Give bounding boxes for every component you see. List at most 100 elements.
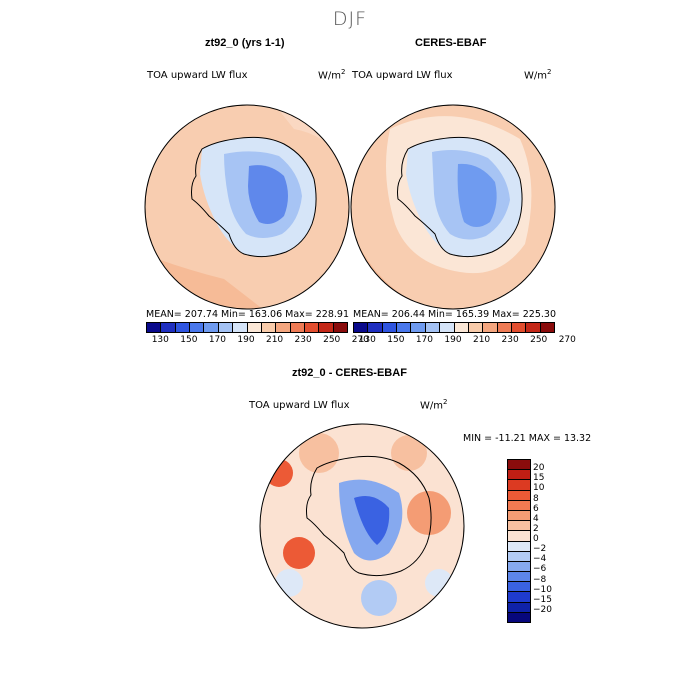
model-colorbar [146, 322, 348, 333]
colorbar-cell [425, 323, 441, 332]
colorbar-cell [508, 460, 530, 471]
colorbar-cell [304, 323, 320, 332]
colorbar-cell [218, 323, 234, 332]
colorbar-cell [276, 323, 291, 332]
colorbar-tick-label: 15 [533, 473, 545, 484]
colorbar-cell [508, 602, 530, 613]
obs-stats: MEAN= 206.44 Min= 165.39 Max= 225.30 [353, 309, 557, 320]
colorbar-tick-label: 150 [387, 335, 405, 345]
colorbar-cell [382, 323, 398, 332]
colorbar-cell [397, 323, 412, 332]
colorbar-tick-label: 0 [533, 534, 539, 544]
colorbar-cell [190, 323, 205, 332]
colorbar-tick-label: 230 [294, 335, 312, 345]
colorbar-cell [508, 592, 530, 603]
colorbar-tick-label: 170 [208, 335, 227, 345]
colorbar-cell [497, 323, 512, 332]
obs-map-border [350, 104, 556, 310]
colorbar-cell [290, 323, 305, 332]
diff-warm-patch-3 [407, 491, 451, 535]
colorbar-cell [508, 531, 530, 542]
model-variable-label: TOA upward LW flux [147, 70, 248, 81]
colorbar-cell [368, 323, 383, 332]
diff-warm-patch-2 [283, 537, 315, 569]
colorbar-cell [468, 323, 484, 332]
colorbar-tick-label: 270 [558, 335, 576, 345]
colorbar-cell [161, 323, 176, 332]
diff-map-border [259, 423, 465, 629]
obs-colorbar [353, 322, 555, 333]
diff-colorbar-ticks: 20 15 10 8 6 4 2 0 −2 −4 −6 −8 −10 −15 −20 [533, 459, 573, 621]
diff-variable-label: TOA upward LW flux [249, 400, 350, 411]
colorbar-tick-label: 4 [533, 513, 539, 524]
diff-colorbar [507, 459, 531, 623]
colorbar-tick-label: 190 [444, 335, 462, 345]
colorbar-cell [354, 323, 369, 332]
colorbar-cell [319, 323, 334, 332]
diff-coastline [306, 455, 432, 577]
colorbar-cell [454, 323, 469, 332]
model-polar-map [144, 104, 350, 310]
season-title: DJF [332, 8, 368, 30]
colorbar-cell [483, 323, 498, 332]
colorbar-tick-label: 20 [533, 463, 545, 474]
colorbar-cell [511, 323, 527, 332]
colorbar-tick-label: 230 [501, 335, 519, 345]
colorbar-cell [508, 470, 530, 481]
obs-continent-core [457, 163, 497, 227]
colorbar-cell [147, 323, 162, 332]
diff-warm-patch-5 [391, 435, 427, 471]
colorbar-tick-label: −6 [533, 564, 547, 575]
model-map-border [144, 104, 350, 310]
colorbar-tick-label: 170 [415, 335, 434, 345]
colorbar-tick-label: −2 [533, 544, 547, 555]
colorbar-tick-label: −10 [533, 584, 552, 595]
model-stats: MEAN= 207.74 Min= 163.06 Max= 228.91 [146, 309, 350, 320]
colorbar-cell [508, 521, 530, 532]
obs-units-label: W/m2 [524, 68, 552, 82]
colorbar-tick-label: 130 [358, 335, 376, 345]
colorbar-cell [508, 572, 530, 583]
colorbar-cell [261, 323, 277, 332]
colorbar-cell [508, 490, 530, 501]
model-coastline [191, 136, 317, 258]
diff-continent-core [354, 495, 390, 545]
colorbar-tick-label: 190 [237, 335, 255, 345]
colorbar-cell [333, 323, 348, 332]
colorbar-cell [508, 480, 530, 491]
colorbar-cell [247, 323, 262, 332]
obs-coastline [397, 136, 523, 258]
colorbar-cell [508, 582, 530, 593]
obs-panel-title: CERES-EBAF [415, 37, 487, 49]
colorbar-tick-label: −20 [533, 604, 552, 615]
colorbar-cell [508, 551, 530, 562]
colorbar-tick-label: 8 [533, 493, 539, 504]
colorbar-cell [508, 561, 530, 573]
colorbar-cell [508, 510, 530, 522]
diff-units-label: W/m2 [420, 398, 448, 412]
colorbar-tick-label: −8 [533, 574, 547, 585]
colorbar-cell [233, 323, 248, 332]
colorbar-cell [508, 541, 530, 552]
model-continent-core [248, 165, 288, 224]
colorbar-tick-label: 270 [351, 335, 369, 345]
diff-stats: MIN = -11.21 MAX = 13.32 [463, 433, 592, 444]
colorbar-cell [411, 323, 426, 332]
colorbar-cell [508, 612, 530, 622]
obs-polar-map [350, 104, 556, 310]
obs-variable-label: TOA upward LW flux [352, 70, 453, 81]
colorbar-tick-label: −15 [533, 594, 552, 605]
colorbar-tick-label: 210 [472, 335, 491, 345]
colorbar-cell [508, 500, 530, 511]
colorbar-tick-label: 250 [530, 335, 548, 345]
colorbar-cell [175, 323, 191, 332]
diff-polar-map [259, 423, 465, 629]
diff-cool-patch-2 [275, 569, 303, 597]
colorbar-cell [440, 323, 455, 332]
colorbar-cell [204, 323, 219, 332]
colorbar-cell [526, 323, 541, 332]
colorbar-tick-label: 10 [533, 483, 545, 494]
colorbar-tick-label: 2 [533, 523, 539, 534]
colorbar-tick-label: 250 [323, 335, 341, 345]
colorbar-tick-label: 6 [533, 503, 539, 514]
